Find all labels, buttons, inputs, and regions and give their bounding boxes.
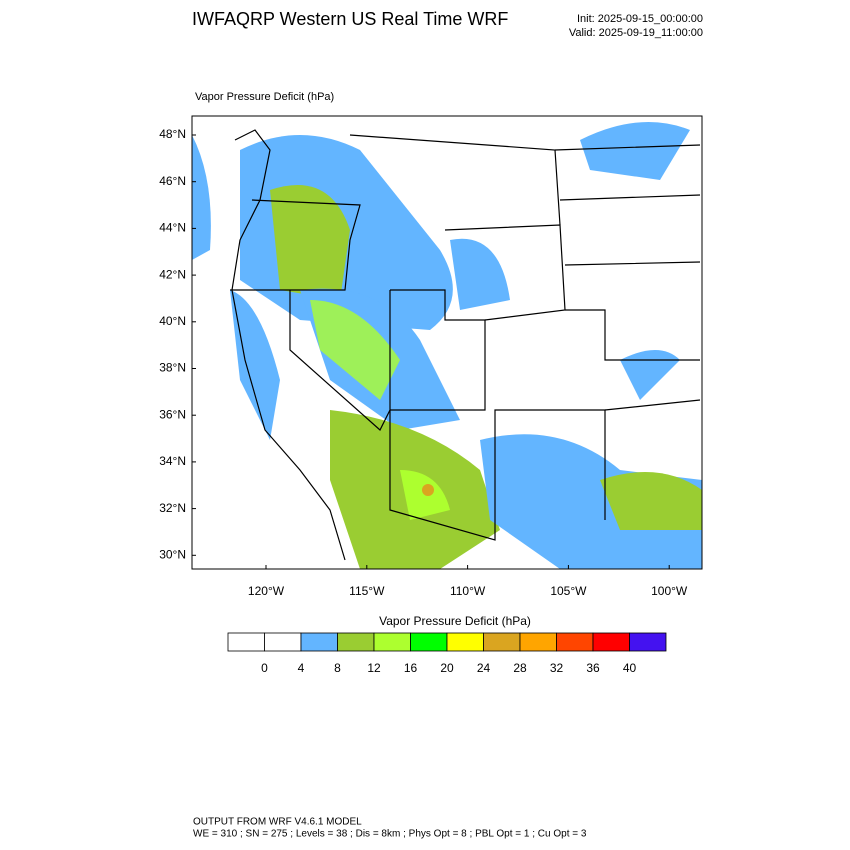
footer-line: OUTPUT FROM WRF V4.6.1 MODEL [193,817,362,828]
colorbar-box [264,632,302,652]
colorbar-label: 12 [367,661,381,675]
colorbar-box [483,632,521,652]
map [191,115,703,570]
lon-label: 120°W [248,584,285,598]
lon-label: 115°W [349,584,385,598]
colorbar-label: 0 [261,661,268,675]
lat-label: 36°N [159,407,186,421]
lat-label: 42°N [159,267,186,281]
colorbar-box [337,632,375,652]
colorbar-label: 36 [586,661,600,675]
lon-label: 110°W [450,584,486,598]
lon-label: 100°W [651,584,688,598]
colorbar-box [629,632,667,652]
lat-label: 40°N [159,314,186,328]
colorbar-label: 40 [623,661,637,675]
lat-label: 46°N [159,174,186,188]
colorbar-box [300,632,338,652]
title: IWFAQRP Western US Real Time WRF [192,9,508,29]
footer-line: WE = 310 ; SN = 275 ; Levels = 38 ; Dis … [193,829,587,840]
lat-label: 48°N [159,127,186,141]
colorbar-label: 8 [334,661,341,675]
valid-time: Valid: 2025-09-19_11:00:00 [569,27,703,39]
lat-label: 32°N [159,501,186,515]
colorbar-box [373,632,411,652]
colorbar-box [227,632,265,652]
lon-label: 105°W [550,584,587,598]
lat-label: 44°N [159,221,186,235]
lat-label: 38°N [159,361,186,375]
lat-label: 34°N [159,454,186,468]
colorbar-label: 32 [550,661,564,675]
colorbar-box [446,632,484,652]
map-label: Vapor Pressure Deficit (hPa) [195,91,334,103]
init-time: Init: 2025-09-15_00:00:00 [577,13,703,25]
colorbar-box [519,632,557,652]
colorbar-label: 20 [440,661,454,675]
colorbar-label: 4 [298,661,305,675]
colorbar-title: Vapor Pressure Deficit (hPa) [379,614,531,628]
colorbar-label: 16 [404,661,418,675]
colorbar-box [556,632,594,652]
lat-label: 30°N [159,547,186,561]
colorbar-label: 24 [477,661,491,675]
colorbar-box [410,632,448,652]
colorbar-box [592,632,630,652]
colorbar-label: 28 [513,661,527,675]
